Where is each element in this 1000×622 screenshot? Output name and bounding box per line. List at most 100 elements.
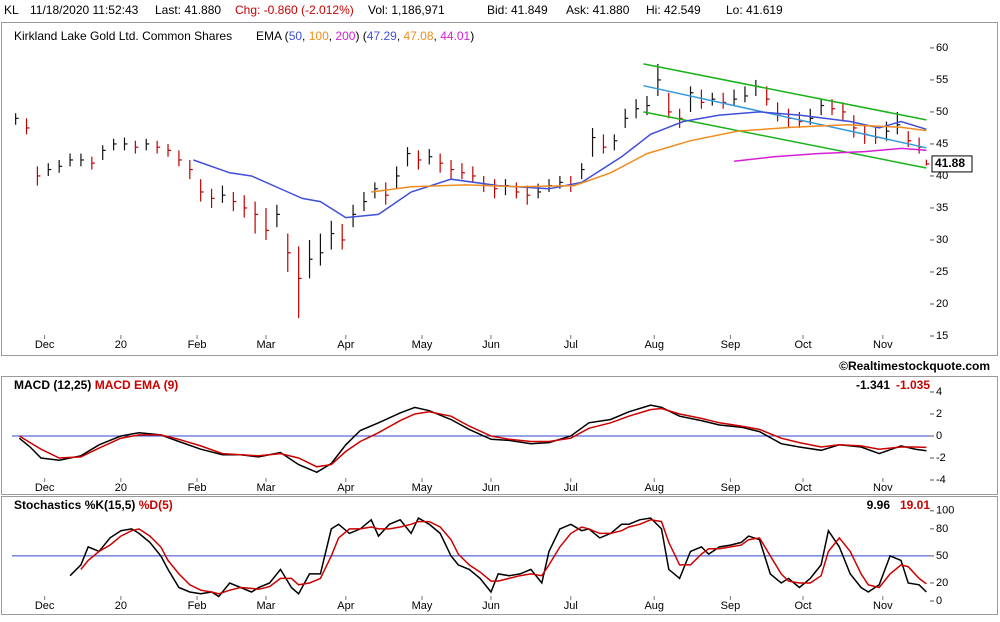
trendline <box>643 84 927 149</box>
x-tick-label: Jul <box>564 339 578 351</box>
legend-name: 50 <box>289 29 303 43</box>
x-tick-label: Jun <box>482 600 500 612</box>
y-tick-label: 0 <box>936 430 942 442</box>
legend-name: %D(5) <box>139 498 173 512</box>
y-tick-label: 4 <box>936 386 942 398</box>
ema-line <box>193 111 927 219</box>
indicator-line <box>18 407 927 468</box>
y-tick-label: 50 <box>936 106 948 118</box>
day-high: Hi: 42.549 <box>646 3 701 17</box>
trendline <box>643 63 927 121</box>
macd-legend: MACD (12,25) MACD EMA (9) <box>14 378 178 392</box>
x-tick-label: 20 <box>115 600 127 612</box>
y-tick-label: 30 <box>936 234 948 246</box>
watermark: ©Realtimestockquote.com <box>839 359 990 373</box>
legend-value: 47.29 <box>367 29 397 43</box>
x-tick-label: Aug <box>644 339 664 351</box>
y-tick-label: 2 <box>936 408 942 420</box>
y-tick-label: 80 <box>936 523 948 535</box>
ema-line <box>734 147 927 162</box>
x-tick-label: May <box>412 600 433 612</box>
legend-name: 100 <box>309 29 329 43</box>
x-tick-label: Jul <box>564 600 578 612</box>
ema-legend: EMA (50, 100, 200) (47.29, 47.08, 44.01) <box>256 29 474 43</box>
timestamp: 11/18/2020 11:52:43 <box>30 3 139 17</box>
last-price-box <box>931 155 973 173</box>
bid: Bid: 41.849 <box>487 3 548 17</box>
x-tick-label: Mar <box>257 339 276 351</box>
x-tick-label: Apr <box>337 339 354 351</box>
legend-name: Stochastics %K(15,5) <box>14 498 135 512</box>
x-tick-label: Mar <box>257 600 276 612</box>
price-frame <box>1 22 998 356</box>
x-tick-label: Jun <box>482 339 500 351</box>
x-tick-label: Nov <box>873 339 893 351</box>
y-tick-label: 55 <box>936 74 948 86</box>
indicator-line <box>69 516 927 598</box>
y-tick-label: 20 <box>936 298 948 310</box>
x-tick-label: Sep <box>721 482 741 494</box>
stoch-d-last: 19.01 <box>900 498 930 512</box>
change: Chg: -0.860 (-2.012%) <box>235 3 354 17</box>
panel: 15 20 25 30 35 40 45 50 55 60 Dec 20 Feb Mar Apr May Jun… <box>15 42 973 351</box>
indicator-line <box>80 519 927 595</box>
x-tick-label: May <box>412 339 433 351</box>
x-tick-label: May <box>412 482 433 494</box>
x-tick-label: Feb <box>188 339 207 351</box>
x-tick-label: Aug <box>644 600 664 612</box>
y-tick-label: 45 <box>936 138 948 150</box>
y-tick-label: 60 <box>936 42 948 54</box>
day-low: Lo: 41.619 <box>726 3 783 17</box>
legend-name: MACD EMA (9) <box>95 378 179 392</box>
x-tick-label: Sep <box>721 600 741 612</box>
x-tick-label: Apr <box>337 482 354 494</box>
x-tick-label: Apr <box>337 600 354 612</box>
symbol: KL <box>4 3 19 17</box>
x-tick-label: Jul <box>564 482 578 494</box>
stoch-legend: Stochastics %K(15,5) %D(5) <box>14 498 173 512</box>
y-tick-label: 100 <box>936 505 954 517</box>
legend-value: 47.08 <box>403 29 433 43</box>
x-tick-label: 20 <box>115 339 127 351</box>
x-tick-label: Feb <box>188 482 207 494</box>
last-price: Last: 41.880 <box>155 3 221 17</box>
y-tick-label: 50 <box>936 550 948 562</box>
y-tick-label: -4 <box>936 474 946 486</box>
legend-name: 200 <box>335 29 355 43</box>
y-tick-label: 20 <box>936 577 948 589</box>
x-tick-label: Oct <box>794 600 811 612</box>
x-tick-label: Nov <box>873 482 893 494</box>
legend-value: 44.01 <box>440 29 470 43</box>
macd-last: -1.341 <box>856 378 890 392</box>
macd-frame <box>1 376 998 495</box>
y-tick-label: 15 <box>936 330 948 342</box>
stoch-k-last: 9.96 <box>867 498 891 512</box>
x-tick-label: Nov <box>873 600 893 612</box>
x-tick-label: Feb <box>188 600 207 612</box>
x-tick-label: Oct <box>794 482 811 494</box>
panel: 0 20 50 80 100 Dec 20 Feb Mar Apr May Jun Jul Aug Sep O… <box>12 505 954 612</box>
x-tick-label: Oct <box>794 339 811 351</box>
header: KL 11/18/2020 11:52:43 Last: 41.880 Chg:… <box>4 3 783 17</box>
macd-signal-last: -1.035 <box>896 378 930 392</box>
panel: -4 -2 0 2 4 Dec 20 Feb Mar Apr May Jun Jul Aug Sep Oct N… <box>12 386 946 494</box>
price-title: Kirkland Lake Gold Ltd. Common Shares <box>14 29 232 43</box>
last-price-label: 41.88 <box>935 156 965 170</box>
y-tick-label: 40 <box>936 170 948 182</box>
y-tick-label: -2 <box>936 452 946 464</box>
x-tick-label: Dec <box>35 339 55 351</box>
x-tick-label: 20 <box>115 482 127 494</box>
trendline <box>643 111 927 169</box>
x-tick-label: Dec <box>35 600 55 612</box>
x-tick-label: Dec <box>35 482 55 494</box>
ask: Ask: 41.880 <box>566 3 630 17</box>
x-tick-label: Jun <box>482 482 500 494</box>
x-tick-label: Aug <box>644 482 664 494</box>
y-tick-label: 25 <box>936 266 948 278</box>
x-tick-label: Sep <box>721 339 741 351</box>
y-tick-label: 0 <box>936 595 942 607</box>
stoch-frame <box>1 496 998 615</box>
volume: Vol: 1,186,971 <box>368 3 445 17</box>
